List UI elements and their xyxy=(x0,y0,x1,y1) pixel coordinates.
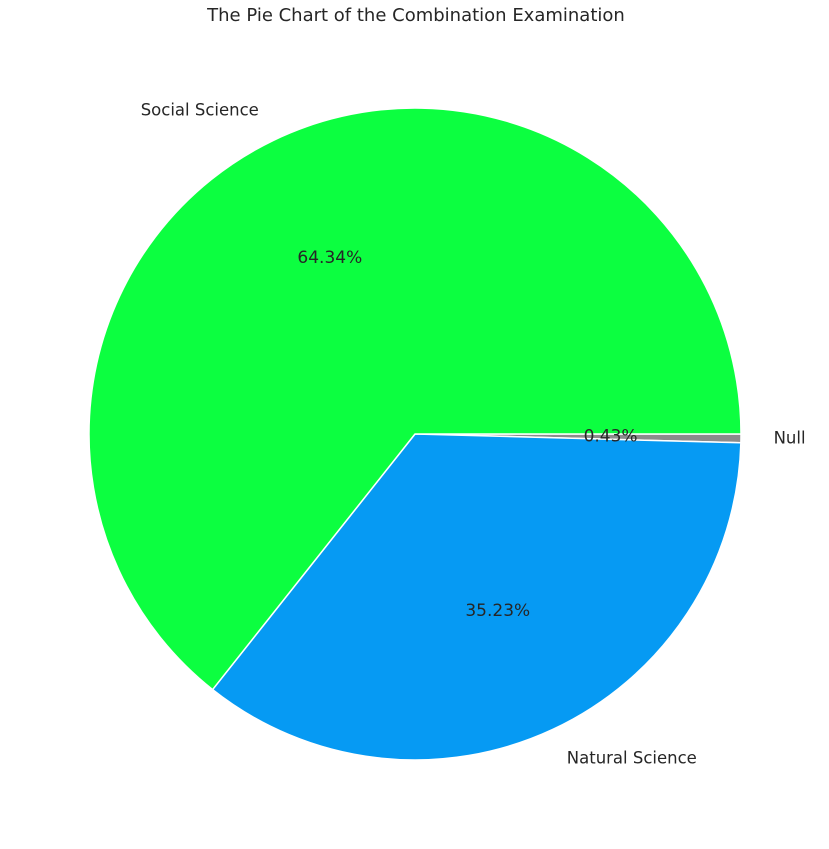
slice-label-social-science: Social Science xyxy=(141,101,259,120)
chart-title: The Pie Chart of the Combination Examina… xyxy=(206,5,625,26)
pie-labels: Null 0.43% Natural Science 35.23% Social Sci… xyxy=(141,101,806,768)
slice-percent-social-science: 64.34% xyxy=(297,248,362,268)
pie-slices xyxy=(88,107,742,761)
slice-percent-null: 0.43% xyxy=(584,427,638,447)
slice-label-natural-science: Natural Science xyxy=(567,748,697,767)
pie-slice-natural-science xyxy=(211,433,742,761)
pie-slice-social-science xyxy=(88,107,742,691)
slice-percent-natural-science: 35.23% xyxy=(465,601,530,621)
slice-label-null: Null xyxy=(774,428,806,447)
